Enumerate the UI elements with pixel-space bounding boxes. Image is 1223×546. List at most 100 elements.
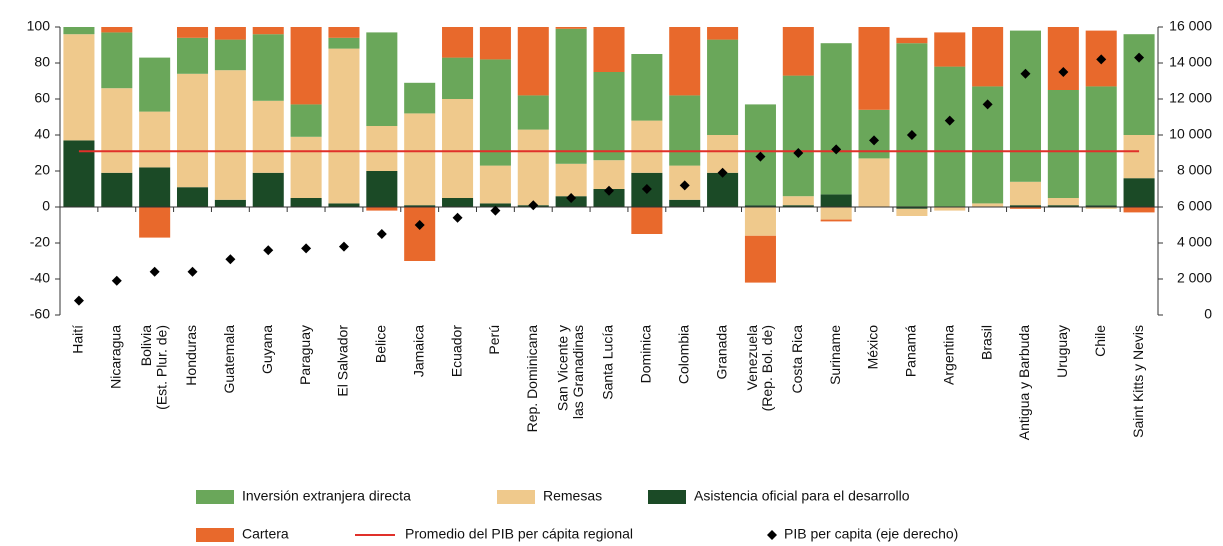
y2-tick-label: 8 000 [1177,162,1212,178]
legend-label: Cartera [242,526,289,542]
gdp-point [301,243,312,254]
bar-segment [820,219,852,222]
bar-segment [631,54,663,121]
bar-segment [707,27,739,40]
bar-segment [404,113,436,206]
bar-segment [479,165,511,204]
bar-segment [252,27,284,35]
gdp-point [869,135,880,146]
bar-segment [290,104,322,137]
bar-segment [442,27,474,58]
bar-segment [1047,90,1079,198]
bar-segment [1047,198,1079,206]
bar-segment [101,32,133,89]
bar-segment [252,172,284,207]
y-tick-label: 60 [34,90,50,106]
gdp-point [944,115,955,126]
bar-segment [820,43,852,195]
gdp-point [1134,52,1145,63]
bar-segment [1009,30,1042,182]
bar-segment [1085,86,1117,206]
bar-segment [63,27,95,35]
bar-segment [707,39,739,135]
bar-segment [782,27,814,76]
x-tick-label: Guatemala [221,325,237,394]
bar-segment [631,207,663,234]
legend-swatch [196,528,234,542]
gdp-point [490,205,501,216]
bar-segment [1085,205,1117,207]
x-tick-label: Jamaica [410,325,426,377]
bar-segment [820,207,852,220]
gdp-point [906,130,917,140]
bar-segment [328,203,360,207]
legend-marker [767,530,777,540]
bar-segment [214,199,246,207]
gdp-point [452,212,463,223]
bar-segment [1085,207,1117,209]
bar-segment [555,163,587,197]
bar-segment [517,27,549,96]
bar-segment [858,158,890,207]
bar-segment [593,27,625,72]
y2-tick-label: 6 000 [1177,198,1212,214]
y-tick-label: 0 [42,198,50,214]
bar-segment [934,207,966,211]
x-tick-label: Antigua y Barbuda [1016,325,1032,440]
x-tick-label: Rep. Dominicana [524,325,540,433]
bar-segment [744,205,776,207]
x-tick-label: Bolivia(Est. Plur. de) [138,325,169,410]
bar-segment [934,66,966,207]
bar-segment [139,167,171,207]
y-tick-label: 40 [34,126,50,142]
y2-tick-label: 0 [1204,306,1212,322]
bar-segment [934,32,966,67]
gdp-point [604,185,614,196]
bar-segment [1047,205,1079,207]
x-tick-label: Nicaragua [107,325,123,389]
bar-segment [328,27,360,38]
bar-segment [176,187,209,207]
x-tick-label: Argentina [940,325,956,385]
bar-segment [896,43,928,208]
bar-segment [744,207,776,236]
bar-segment [555,27,587,29]
bar-segment [139,57,171,112]
bar-segment [1009,207,1042,209]
y2-tick-label: 2 000 [1177,270,1212,286]
bar-segment [479,203,511,207]
x-tick-label: Saint Kitts y Nevis [1130,325,1146,438]
bar-segment [404,207,436,261]
gdp-point [414,220,425,230]
gdp-point [679,180,690,191]
bar-segment [101,27,133,33]
bar-segment [404,82,436,114]
bar-segment [214,70,246,200]
x-tick-label: Uruguay [1054,325,1070,378]
bar-segment [782,75,814,197]
x-tick-label: Haití [70,325,86,354]
bar-segment [707,135,739,173]
bar-segment [328,37,360,49]
bar-segment [593,72,625,161]
x-tick-label: Belice [373,325,389,363]
x-tick-label: Chile [1092,325,1108,357]
legend-swatch [196,490,234,504]
bar-segment [139,207,171,238]
legend-label: Remesas [543,488,602,504]
bar-segment [669,95,701,166]
bar-segment [782,205,814,207]
gdp-point [755,151,766,162]
bar-segment [442,198,474,207]
bar-segment [1009,181,1042,206]
gdp-point [1058,67,1069,77]
y-tick-label: 80 [34,54,50,70]
bar-segment [555,28,587,164]
gdp-point [111,275,122,286]
gdp-point [73,295,84,306]
legend-swatch [497,490,535,504]
y-tick-label: 100 [27,18,51,34]
bar-segment [593,160,625,189]
gdp-point [1096,54,1107,65]
